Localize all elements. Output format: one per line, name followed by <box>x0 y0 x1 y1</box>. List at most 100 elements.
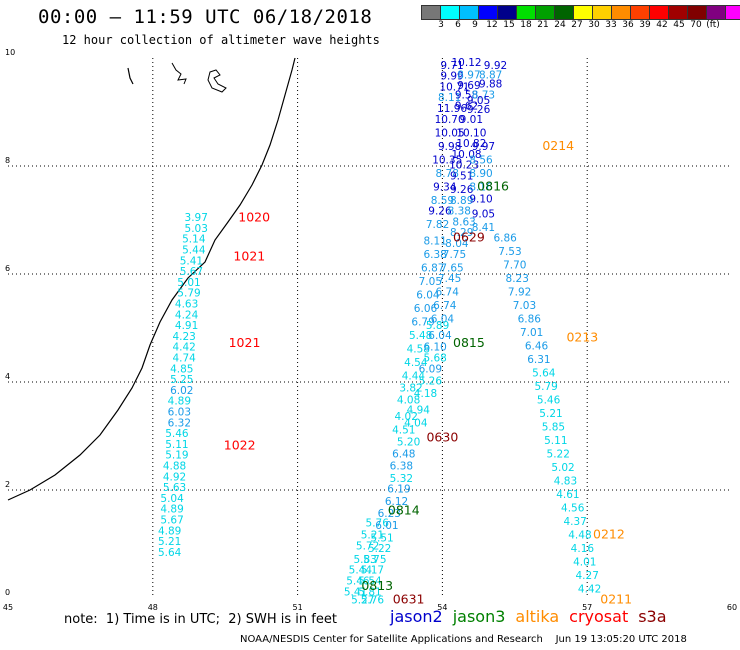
pass-time-label-cryosat: 1021 <box>233 249 265 264</box>
wave-height-value: 9.62 <box>455 100 478 112</box>
wave-height-value: 5.67 <box>160 514 183 526</box>
wave-height-value: 5.76 <box>366 518 390 530</box>
wave-height-value: 6.06 <box>414 303 438 315</box>
wave-height-value: 5.89 <box>426 320 449 332</box>
wave-height-value: 11.96 <box>437 103 467 115</box>
wave-height-value: 4.89 <box>158 525 181 537</box>
wave-height-value: 6.02 <box>170 385 193 397</box>
wave-height-value: 8.97 <box>457 70 480 82</box>
pass-time-label-altika: 0211 <box>600 591 632 606</box>
wave-height-value: 8.04 <box>445 238 469 250</box>
wave-height-value: 6.04 <box>428 330 452 342</box>
pass-time-label-altika: 0213 <box>566 330 598 345</box>
wave-height-value: 4.89 <box>160 504 183 516</box>
y-tick-label: 2 <box>5 480 10 489</box>
legend-item-jason3: jason3 <box>452 607 506 626</box>
legend-item-altika: altika <box>515 607 560 626</box>
wave-height-value: 4.54 <box>404 357 428 369</box>
wave-height-value: 5.25 <box>170 374 193 386</box>
wave-height-value: 9.05 <box>472 208 495 220</box>
page-subtitle: 12 hour collection of altimeter wave hei… <box>62 33 380 47</box>
wave-height-value: 10.23 <box>449 160 479 172</box>
color-scale-label: 24 <box>554 20 566 30</box>
color-scale-label: 39 <box>639 20 651 30</box>
wave-height-value: 4.51 <box>392 424 415 436</box>
wave-height-value: 6.12 <box>385 496 408 508</box>
wave-height-value: 10.05 <box>435 127 465 139</box>
wave-height-value: 3.82 <box>399 383 422 395</box>
wave-height-value: 6.31 <box>527 354 550 366</box>
wave-height-value: 4.42 <box>578 584 601 596</box>
wave-height-value: 8.23 <box>506 273 529 285</box>
wave-height-value: 9.01 <box>460 114 483 126</box>
legend-item-s3a: s3a <box>638 607 667 626</box>
wave-height-value: 5.44 <box>349 565 373 577</box>
island-outline <box>171 62 187 85</box>
wave-height-value: 4.91 <box>175 320 198 332</box>
coastline-path <box>7 57 296 501</box>
wave-height-value: 6.03 <box>168 406 191 418</box>
wave-height-value: 6.09 <box>419 363 442 375</box>
color-scale-bar <box>421 5 740 20</box>
wave-height-value: 4.88 <box>163 460 186 472</box>
wave-height-value: 8.11 <box>423 235 446 247</box>
wave-height-value: 7.45 <box>438 273 461 285</box>
wave-height-value: 10.08 <box>452 149 482 161</box>
wave-height-value: 8.56 <box>469 154 493 166</box>
wave-height-value: 5.32 <box>390 473 413 485</box>
wave-height-value: 5.64 <box>532 368 556 380</box>
color-scale-label: 6 <box>455 20 461 30</box>
pass-time-label-cryosat: 1022 <box>224 438 256 453</box>
pass-time-label-altika: 0212 <box>593 527 625 542</box>
pass-time-label-s3a: 0630 <box>426 429 458 444</box>
color-scale-labels: 3 6 9 12 15 18 21 24 27 30 33 36 39 42 45 70 (ft) <box>422 20 740 34</box>
color-scale-label: 36 <box>622 20 634 30</box>
color-scale-label: 70 <box>690 20 702 30</box>
wave-height-value: 9.71 <box>440 60 463 72</box>
wave-height-value: 5.11 <box>544 435 567 447</box>
wave-height-value: 5.21 <box>539 408 562 420</box>
wave-height-value: 5.83 <box>353 554 376 566</box>
wave-height-value: 5.17 <box>361 565 384 577</box>
wave-height-value: 9.26 <box>428 206 452 218</box>
wave-height-value: 8.38 <box>448 206 471 218</box>
wave-height-value: 5.46 <box>346 576 370 588</box>
wave-height-value: 5.21 <box>361 530 384 542</box>
island-outline <box>207 69 227 93</box>
wave-height-value: 6.01 <box>375 520 398 532</box>
wave-height-value: 6.38 <box>423 249 446 261</box>
wave-height-value: 5.22 <box>547 449 570 461</box>
y-tick-label: 0 <box>5 588 10 597</box>
wave-height-value: 9.88 <box>479 79 502 91</box>
wave-height-value: 5.04 <box>160 493 184 505</box>
wave-height-value: 6.86 <box>493 233 517 245</box>
wave-height-value: 5.72 <box>356 540 379 552</box>
wave-height-value: 4.94 <box>407 404 431 416</box>
wave-height-value: 4.23 <box>172 331 195 343</box>
pass-time-label-s3a: 0631 <box>393 591 425 606</box>
wave-height-value: 8.41 <box>472 222 495 234</box>
wave-height-value: 8.90 <box>469 168 492 180</box>
color-scale-label: 3 <box>438 20 444 30</box>
wave-height-value: 5.48 <box>409 330 432 342</box>
axis-ticks: 45 48 51 54 57 60 0 2 4 6 8 10 <box>3 48 737 612</box>
wave-height-value: 8.89 <box>450 195 473 207</box>
wave-height-value: 4.01 <box>573 557 596 569</box>
wave-height-value: 6.74 <box>436 287 460 299</box>
wave-height-value: 5.14 <box>182 234 206 246</box>
wave-height-value: 6.04 <box>431 314 455 326</box>
wave-height-value: 5.81 <box>358 586 381 598</box>
color-scale-label: 27 <box>571 20 583 30</box>
wave-height-value: 5.44 <box>182 244 206 256</box>
color-scale-label: 33 <box>605 20 617 30</box>
wave-height-value: 9.51 <box>450 171 473 183</box>
pass-labels: 1020 1021 1021 1022 0816 0815 0814 0813 0214 0213… <box>224 138 632 607</box>
color-scale-label: (ft) <box>706 20 720 30</box>
wave-height-value: 7.01 <box>520 327 543 339</box>
wave-height-value: 4.92 <box>163 471 186 483</box>
wave-height-value: 5.03 <box>185 223 208 235</box>
satellite-legend: jason2 jason3 altika cryosat s3a <box>390 607 677 626</box>
x-tick-label: 51 <box>293 603 303 612</box>
legend-item-jason2: jason2 <box>390 607 443 626</box>
wave-height-value: 5.46 <box>165 428 189 440</box>
